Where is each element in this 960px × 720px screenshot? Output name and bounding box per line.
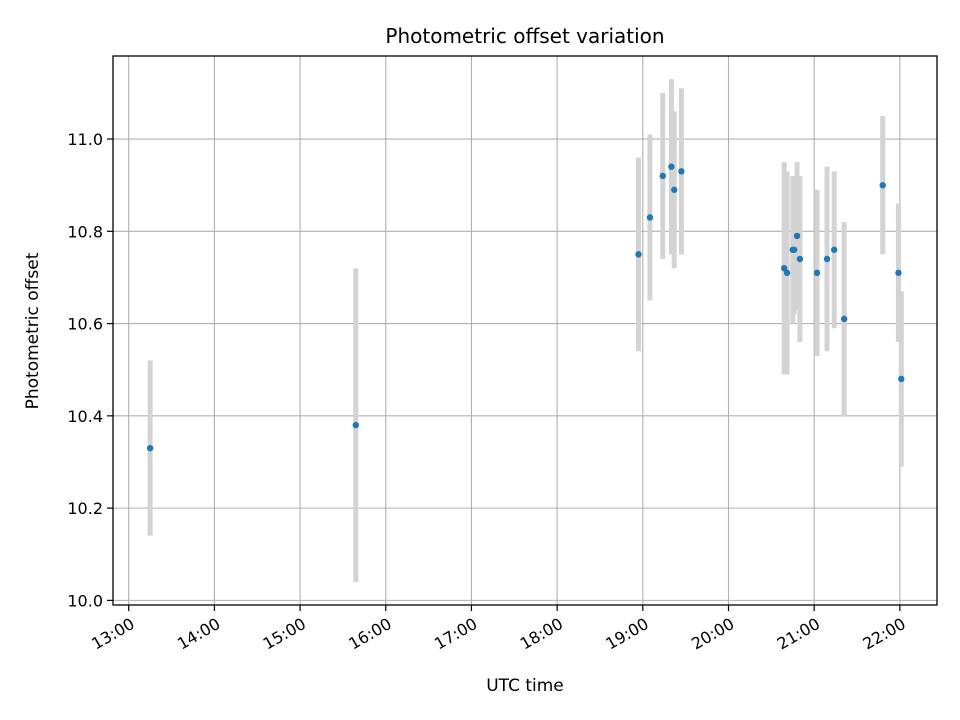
y-tick-label: 10.0 (67, 591, 103, 610)
data-point (146, 444, 154, 452)
x-axis-title: UTC time (486, 676, 564, 696)
data-point (898, 375, 905, 383)
data-point (813, 269, 821, 277)
data-point (796, 255, 804, 263)
y-axis-title: Photometric offset (23, 252, 43, 409)
data-point (830, 246, 838, 253)
data-point (646, 214, 654, 221)
data-point (671, 186, 678, 193)
data-point (783, 269, 791, 277)
y-tick-label: 10.8 (67, 222, 103, 241)
data-point (879, 181, 886, 189)
y-tick-label: 10.6 (67, 315, 103, 334)
data-point (635, 251, 642, 258)
data-point (659, 172, 667, 180)
data-point (840, 315, 848, 323)
data-point (895, 269, 902, 277)
data-point (678, 168, 685, 175)
data-point (352, 421, 359, 429)
data-point (780, 265, 788, 272)
chart-title: Photometric offset variation (385, 24, 664, 48)
y-tick-label: 10.2 (67, 499, 103, 518)
data-point (790, 246, 798, 253)
data-point (793, 232, 801, 240)
data-point (668, 163, 675, 170)
data-point (823, 255, 831, 263)
y-tick-label: 11.0 (67, 130, 103, 149)
y-tick-label: 10.4 (67, 407, 103, 426)
plot-area-frame (112, 55, 938, 606)
